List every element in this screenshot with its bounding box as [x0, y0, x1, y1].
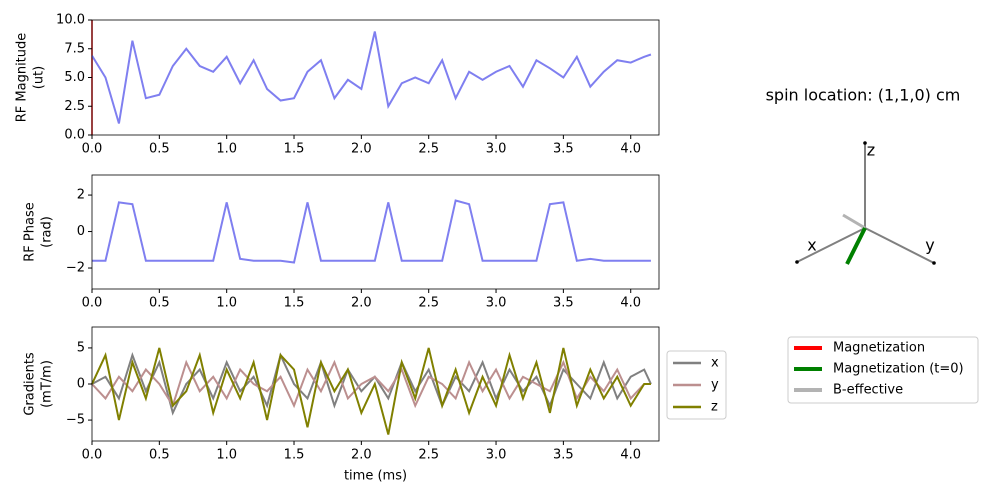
- x-tick-label: 3.5: [553, 142, 574, 157]
- legend-box: [787, 336, 979, 404]
- x-tick-label: 0.0: [82, 142, 103, 157]
- y-axis-label: Gradients: [23, 352, 38, 416]
- axis-end: [932, 261, 936, 265]
- axis-line: [864, 227, 935, 264]
- axis-line: [796, 227, 866, 263]
- axes-frame: [91, 174, 660, 290]
- y-tick-label: −2: [66, 261, 85, 276]
- y-tick-label: 10.0: [56, 13, 85, 28]
- x-tick-label: 1.5: [284, 448, 305, 463]
- x-tick-label: 0.0: [82, 448, 103, 463]
- x-tick-label: 2.0: [351, 142, 372, 157]
- x-tick-label: 1.5: [284, 142, 305, 157]
- x-tick-label: 3.0: [486, 296, 507, 311]
- x-tick-label: 2.5: [418, 448, 439, 463]
- legend-label: B-effective: [833, 383, 903, 398]
- axis-end: [863, 141, 867, 145]
- y-tick-label: 7.5: [64, 41, 85, 56]
- x-tick-label: 1.0: [216, 142, 237, 157]
- title: spin location: (1,1,0) cm: [766, 86, 961, 105]
- y-axis-label: (mT/m): [40, 360, 55, 408]
- y-tick-label: 0: [77, 377, 85, 392]
- series-line: [91, 347, 651, 435]
- x-tick-label: 1.5: [284, 296, 305, 311]
- x-tick-label: 0.5: [149, 296, 170, 311]
- y-tick-label: 2.5: [64, 99, 85, 114]
- legend-label: z: [711, 400, 718, 415]
- y-tick-label: 5: [77, 340, 85, 355]
- series-line: [91, 359, 651, 409]
- x-tick-label: 3.5: [553, 296, 574, 311]
- x-tick-label: 2.5: [418, 142, 439, 157]
- y-tick-label: 0.0: [64, 128, 85, 143]
- x-tick-label: 2.0: [351, 296, 372, 311]
- legend-label: y: [711, 378, 719, 393]
- axis-label: x: [807, 236, 816, 255]
- legend-label: Magnetization: [833, 341, 925, 356]
- legend-label: x: [711, 356, 719, 371]
- x-axis-label: time (ms): [344, 469, 407, 484]
- magnetization-t0-vector: [845, 227, 867, 265]
- y-tick-label: 2: [77, 188, 85, 203]
- y-tick-label: 5.0: [64, 70, 85, 85]
- y-axis-label: (rad): [40, 216, 55, 248]
- y-axis-label: RF Phase: [23, 202, 38, 261]
- x-tick-label: 3.0: [486, 142, 507, 157]
- axis-end: [795, 260, 799, 264]
- y-tick-label: 0: [77, 224, 85, 239]
- legend-label: Magnetization (t=0): [833, 362, 964, 377]
- x-tick-label: 4.0: [620, 448, 641, 463]
- x-tick-label: 1.0: [216, 448, 237, 463]
- x-tick-label: 4.0: [620, 142, 641, 157]
- series-line: [91, 31, 652, 124]
- x-tick-label: 1.0: [216, 296, 237, 311]
- axis-label: z: [867, 141, 875, 160]
- x-tick-label: 0.5: [149, 448, 170, 463]
- x-tick-label: 2.0: [351, 448, 372, 463]
- x-tick-label: 3.0: [486, 448, 507, 463]
- x-tick-label: 2.5: [418, 296, 439, 311]
- x-tick-label: 4.0: [620, 296, 641, 311]
- y-axis-label: (ut): [32, 66, 47, 89]
- x-tick-label: 0.0: [82, 296, 103, 311]
- y-axis-label: RF Magnitude: [15, 33, 30, 123]
- y-tick-label: −5: [66, 413, 85, 428]
- series-line: [92, 199, 651, 264]
- x-tick-label: 3.5: [553, 448, 574, 463]
- b-effective-vector: [842, 213, 866, 230]
- x-tick-label: 0.5: [149, 142, 170, 157]
- axis-label: y: [925, 236, 934, 255]
